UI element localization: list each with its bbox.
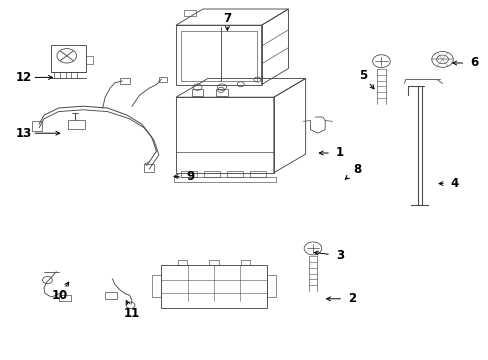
Text: 5: 5 — [358, 69, 366, 82]
Text: 4: 4 — [450, 177, 458, 190]
Text: 2: 2 — [347, 292, 355, 305]
Text: 11: 11 — [123, 307, 140, 320]
Text: 1: 1 — [335, 147, 343, 159]
Text: 8: 8 — [352, 163, 360, 176]
Text: 10: 10 — [51, 289, 68, 302]
Text: 13: 13 — [15, 127, 32, 140]
Text: 6: 6 — [469, 57, 477, 69]
Text: 9: 9 — [186, 170, 194, 183]
Text: 7: 7 — [223, 12, 231, 24]
Text: 12: 12 — [15, 71, 32, 84]
Text: 3: 3 — [335, 249, 343, 262]
